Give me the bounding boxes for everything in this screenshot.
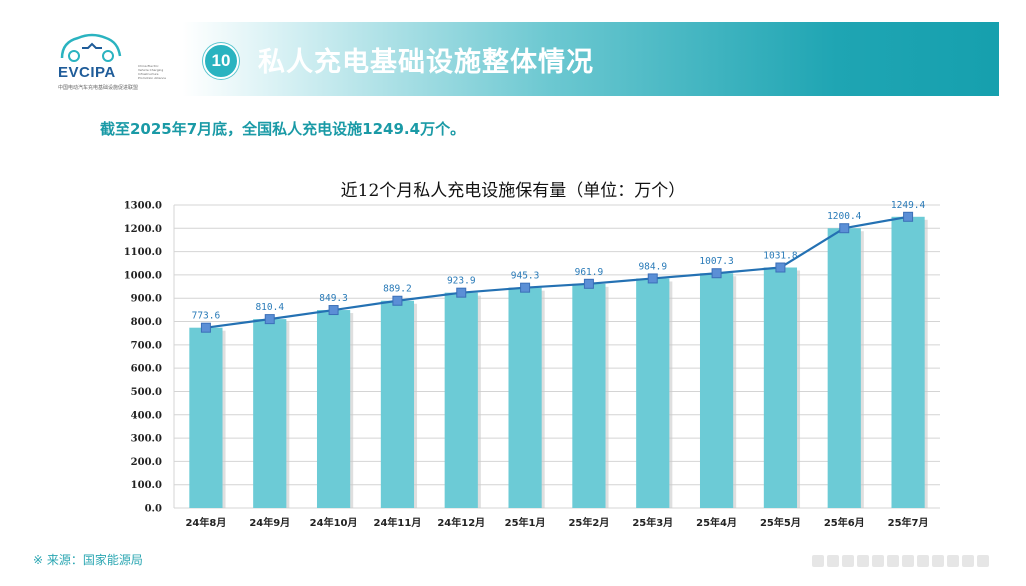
- y-tick-label: 1300.0: [124, 201, 162, 212]
- x-axis-labels: 24年8月 24年9月 24年10月 24年11月 24年12月 25年1月 25年2月 25…: [185, 516, 928, 529]
- source-note: ※ 来源：国家能源局: [33, 553, 143, 567]
- title-banner: [182, 22, 999, 96]
- chart-grid: [173, 204, 940, 509]
- y-tick-label: 300.0: [131, 434, 162, 445]
- x-tick-label: 24年10月: [310, 516, 358, 529]
- x-tick-label: 24年11月: [373, 516, 421, 529]
- overlay-line: [205, 215, 909, 329]
- watermark-blocks: [812, 552, 1012, 567]
- bar: [699, 273, 734, 508]
- bar: [508, 287, 542, 508]
- bar: [253, 319, 287, 508]
- data-label: 889.2: [383, 284, 412, 295]
- data-label: 1031.8: [763, 251, 798, 262]
- y-tick-label: 100.0: [131, 480, 162, 491]
- bar: [380, 300, 415, 508]
- logo-side-text: China Electric Vehicle Charging Infrastr…: [138, 64, 167, 80]
- point-marker: [839, 223, 850, 234]
- x-tick-label: 25年4月: [696, 516, 737, 529]
- bar: [763, 267, 798, 508]
- evcipa-logo: EVCIPA China Electric Vehicle Charging I…: [50, 24, 170, 96]
- y-tick-label: 1200.0: [124, 224, 162, 235]
- bar: [444, 292, 478, 508]
- bar: [636, 278, 670, 508]
- point-marker: [647, 273, 658, 284]
- x-tick-label: 24年8月: [185, 516, 226, 529]
- y-tick-label: 400.0: [131, 410, 162, 421]
- point-marker: [711, 268, 722, 279]
- data-label: 1200.4: [827, 211, 862, 222]
- x-tick-label: 25年3月: [632, 516, 673, 529]
- bar: [827, 228, 861, 508]
- x-tick-label: 25年5月: [760, 516, 801, 529]
- point-marker: [328, 305, 339, 316]
- data-label: 923.9: [447, 276, 476, 287]
- chart-title: 近12个月私人充电设施保有量（单位：万个）: [340, 181, 686, 201]
- y-tick-label: 700.0: [131, 340, 162, 351]
- point-marker: [264, 314, 275, 325]
- y-tick-label: 800.0: [131, 317, 162, 328]
- point-marker: [392, 295, 403, 306]
- y-tick-label: 0.0: [145, 504, 162, 515]
- car-plug-icon: [60, 33, 122, 62]
- x-tick-label: 24年12月: [437, 516, 485, 529]
- data-label: 1007.3: [699, 256, 733, 267]
- point-marker: [520, 282, 531, 293]
- x-tick-label: 25年7月: [888, 516, 929, 529]
- y-axis-ticks: 0.0 100.0 200.0 300.0 400.0 500.0 600.0 700.0 80…: [124, 201, 162, 515]
- data-label: 849.3: [319, 293, 348, 304]
- data-label: 773.6: [192, 311, 221, 322]
- data-label: 1249.4: [891, 200, 926, 211]
- y-tick-label: 1000.0: [124, 270, 162, 281]
- chart-bars: [189, 216, 928, 508]
- x-tick-label: 25年1月: [505, 516, 546, 529]
- summary-text: 截至2025年7月底，全国私人充电设施1249.4万个。: [100, 120, 466, 138]
- bar: [316, 310, 351, 508]
- y-tick-label: 200.0: [131, 457, 162, 468]
- x-tick-label: 24年9月: [249, 516, 290, 529]
- bar: [891, 216, 925, 508]
- x-tick-label: 25年2月: [568, 516, 609, 529]
- bar: [189, 327, 223, 508]
- data-labels: 773.6 810.4 849.3 889.2 923.9 945.3 961.9 984.9…: [192, 200, 926, 322]
- data-label: 984.9: [638, 261, 667, 272]
- point-marker: [903, 211, 914, 222]
- y-tick-label: 500.0: [131, 387, 162, 398]
- logo-subtitle: 中国电动汽车充电基础设施促进联盟: [58, 85, 139, 91]
- y-tick-label: 900.0: [131, 294, 162, 305]
- data-label: 810.4: [255, 302, 284, 313]
- bar: [572, 283, 606, 508]
- point-marker: [583, 278, 594, 289]
- point-marker: [200, 322, 211, 333]
- series-line: [205, 215, 909, 329]
- data-label: 961.9: [575, 267, 604, 278]
- line-markers: [200, 211, 914, 333]
- point-marker: [775, 262, 786, 273]
- data-label: 945.3: [511, 271, 540, 282]
- y-tick-label: 600.0: [131, 364, 162, 375]
- section-number-badge: 10: [203, 43, 239, 79]
- y-tick-label: 1100.0: [124, 247, 162, 258]
- point-marker: [456, 287, 467, 298]
- page-title: 私人充电基础设施整体情况: [258, 47, 594, 78]
- x-tick-label: 25年6月: [824, 516, 865, 529]
- logo-name: EVCIPA: [58, 64, 116, 81]
